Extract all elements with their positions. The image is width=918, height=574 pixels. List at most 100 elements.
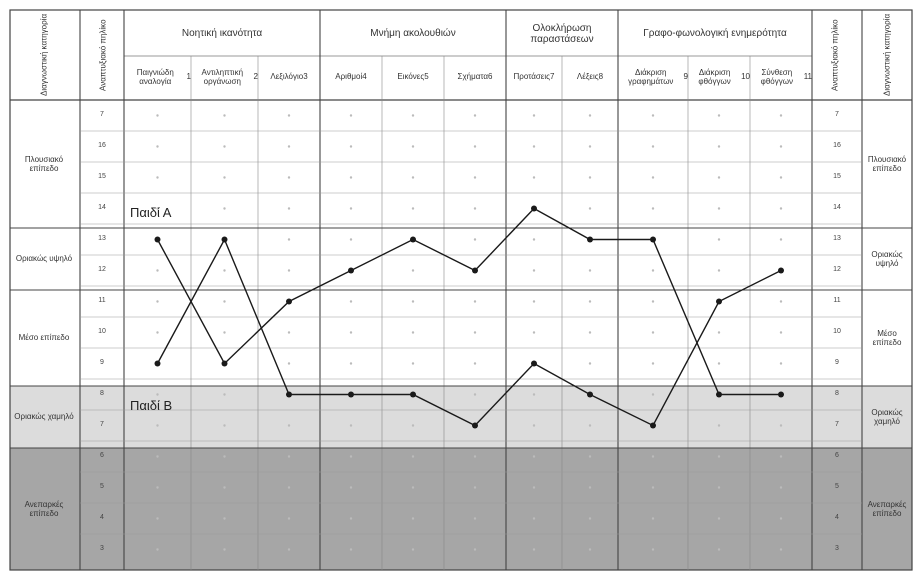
grid-dot [588,114,592,117]
grid-dot [223,114,226,117]
row-label-left: 14 [98,203,106,211]
grid-dot [473,176,477,179]
grid-dot [779,300,783,303]
row-label-left: 6 [100,451,104,459]
grid-dot [287,176,291,179]
category-label-left: Πλουσιακό επίπεδο [24,154,64,173]
grid-dot [223,455,226,458]
grid-dot [287,114,291,117]
grid-dot [779,238,783,241]
grid-dot [588,455,592,458]
right-score-header: Αναπτυξιακό πηλίκο [830,19,840,91]
category-label-right: Οριακώς χαμηλό [871,407,903,426]
grid-dot [588,331,592,334]
grid-dot [779,486,783,489]
grid-dot [349,207,353,210]
grid-dot [349,331,353,334]
grid-dot [156,393,159,396]
band-insufficient [10,448,912,570]
data-point [531,205,537,212]
row-label-right: 16 [833,141,841,149]
grid-dot [473,393,477,396]
grid-dot [411,548,415,551]
row-label-right: 5 [835,482,839,490]
data-point [587,236,593,243]
grid-dot [223,145,226,148]
row-label-left: 3 [100,544,104,552]
grid-dot [411,176,415,179]
group-header-phonological: Γραφο-φωνολογική ενημερότητα [643,28,787,40]
row-label-left: 9 [100,358,104,366]
grid-dot [349,176,353,179]
category-label-left: Οριακώς χαμηλό [14,412,74,422]
grid-dot [223,176,226,179]
row-label-right: 9 [835,358,839,366]
grid-dot [349,362,353,365]
grid-dot [223,269,226,272]
grid-dot [532,393,536,396]
category-label-left: Μέσο επίπεδο [18,333,70,343]
data-point [286,391,292,398]
grid-dot [411,486,415,489]
grid-dot [473,238,477,241]
grid-dot [223,300,226,303]
row-label-left: 10 [98,327,106,335]
grid-dot [717,455,721,458]
band-borderline-low [10,386,912,448]
grid-dot [588,486,592,489]
grid-dot [779,176,783,179]
grid-dot [156,486,159,489]
grid-dot [223,548,226,551]
grid-dot [717,486,721,489]
grid-dot [287,548,291,551]
data-point [154,236,161,243]
subtest-header: Σύνθεση φθόγγων 11 [760,67,812,86]
grid-dot [411,362,415,365]
subtest-header: Διάκριση γραφημάτων 9 [628,67,688,86]
grid-dot [779,362,783,365]
left-category-header: Διαγνωστική κατηγορία [39,13,49,97]
grid-dot [287,207,291,210]
grid-dot [588,362,592,365]
grid-dot [287,145,291,148]
data-point [650,422,656,429]
grid-dot [287,486,291,489]
grid-dot [156,548,159,551]
data-point [221,236,228,243]
grid-dot [532,176,536,179]
grid-dot [779,455,783,458]
grid-dot [532,548,536,551]
grid-dot [717,207,721,210]
grid-dot [473,548,477,551]
subtest-header: Λέξεις 8 [576,72,604,82]
group-header-completion: Ολοκλήρωση παραστάσεων [530,22,594,46]
row-label-right: 6 [835,451,839,459]
data-point [472,267,478,274]
grid-dot [651,548,655,551]
child-b-label: Παιδί Β [130,398,173,413]
grid-dot [651,300,655,303]
grid-dot [349,114,353,117]
grid-dot [473,331,477,334]
row-label-left: 11 [98,296,106,304]
grid-dot [532,238,536,241]
grid-dot [156,331,159,334]
category-label-right: Πλουσιακό επίπεδο [867,154,907,173]
grid-dot [651,486,655,489]
grid-dot [349,145,353,148]
grid-dot [779,114,783,117]
grid-dot [287,238,291,241]
row-label-right: 13 [833,234,841,242]
grid-dot [651,145,655,148]
grid-dot [779,548,783,551]
grid-dot [779,424,783,427]
data-point [348,267,354,274]
grid-dot [473,486,477,489]
row-label-right: 7 [835,110,839,118]
data-point [154,360,161,367]
row-label-right: 7 [835,420,839,428]
category-label-left: Οριακώς υψηλό [15,254,73,264]
grid-dot [287,424,291,427]
grid-dot [588,269,592,272]
